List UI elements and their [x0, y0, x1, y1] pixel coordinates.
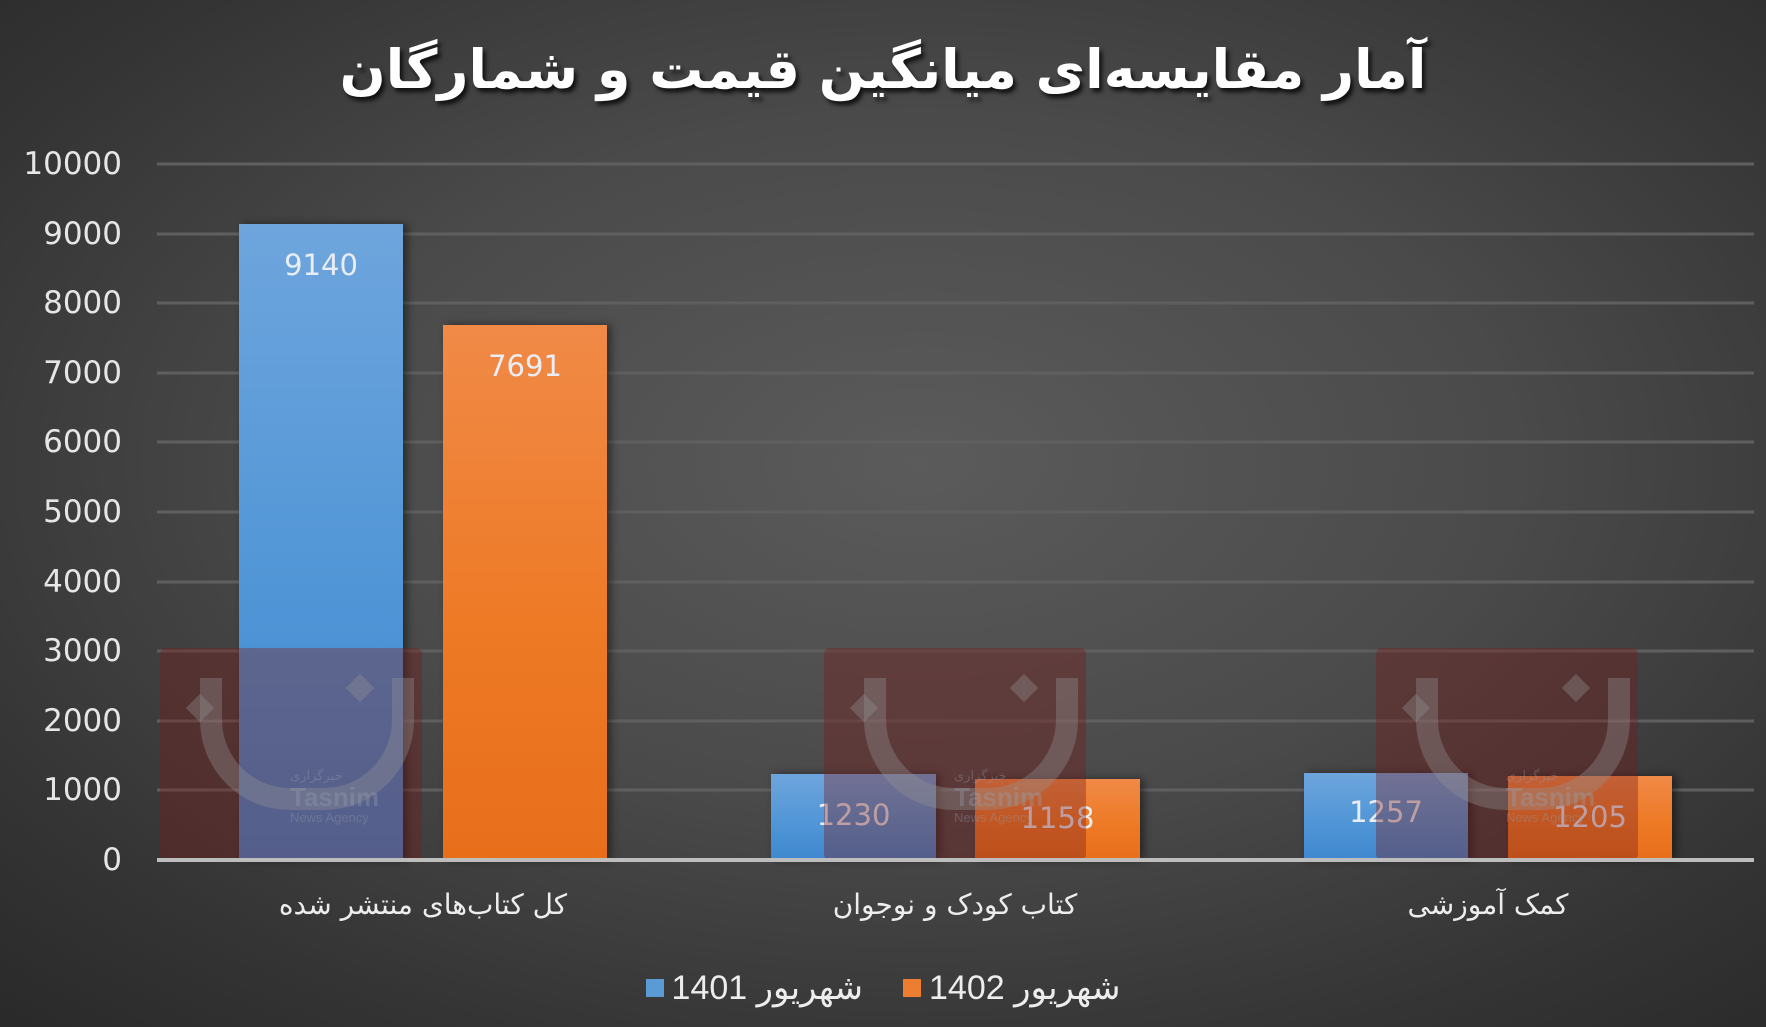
ytick-label: 0 [102, 842, 122, 878]
data-label: 9140 [284, 248, 358, 282]
gridline-4000 [157, 580, 1754, 584]
legend: شهریور 1401 شهریور 1402 [0, 968, 1766, 1008]
legend-label: شهریور 1402 [929, 969, 1121, 1007]
ytick-label: 3000 [43, 633, 122, 669]
category-label-children-books: کتاب کودک و نوجوان [832, 888, 1078, 921]
tasnim-watermark: خبرگزاری Tasnim News Agency [160, 648, 422, 860]
x-axis-line [157, 858, 1754, 862]
chart-title: آمار مقایسه‌ای میانگین قیمت و شمارگان [339, 38, 1427, 101]
legend-label: شهریور 1401 [671, 969, 863, 1007]
data-label: 1158 [1020, 801, 1095, 835]
ytick-label: 9000 [43, 216, 122, 252]
legend-swatch-blue [645, 979, 664, 997]
tasnim-watermark: خبرگزاری Tasnim News Agency [824, 648, 1086, 860]
gridline-9000 [157, 232, 1754, 236]
bar-1402-total-books[interactable]: 7691 [443, 325, 607, 860]
gridline-8000 [157, 301, 1754, 305]
data-label: 1257 [1349, 795, 1423, 829]
category-label-total-books: کل کتاب‌های منتشر شده [278, 888, 568, 921]
tasnim-watermark: خبرگزاری Tasnim News Agency [1376, 648, 1638, 860]
ytick-label: 10000 [23, 146, 122, 182]
ytick-label: 7000 [43, 355, 122, 391]
ytick-label: 5000 [43, 494, 122, 530]
watermark-text: خبرگزاری Tasnim News Agency [954, 768, 1044, 825]
data-label: 1230 [816, 798, 891, 832]
gridline-7000 [157, 371, 1754, 375]
ytick-label: 8000 [43, 285, 122, 321]
legend-swatch-orange [903, 979, 921, 997]
gridline-10000 [157, 162, 1754, 166]
watermark-text: خبرگزاری Tasnim News Agency [290, 768, 380, 825]
category-label-educational: کمک آموزشی [1407, 888, 1569, 921]
gridline-5000 [157, 510, 1754, 514]
bar-1401-children-books[interactable]: 1230 [771, 774, 936, 860]
ytick-label: 1000 [43, 772, 122, 808]
gridline-2000 [157, 719, 1754, 723]
watermark-text: خبرگزاری Tasnim News Agency [1506, 768, 1596, 825]
gridline-6000 [157, 440, 1754, 444]
ytick-label: 4000 [43, 564, 122, 600]
ytick-label: 2000 [43, 703, 122, 739]
legend-item-1402[interactable]: شهریور 1402 [903, 968, 1120, 1008]
bar-1401-educational[interactable]: 1257 [1304, 773, 1468, 860]
ytick-label: 6000 [43, 424, 122, 460]
data-label: 7691 [488, 349, 562, 383]
legend-item-1401[interactable]: شهریور 1401 [645, 968, 863, 1008]
gridline-3000 [157, 649, 1754, 653]
gridline-1000 [157, 788, 1754, 792]
